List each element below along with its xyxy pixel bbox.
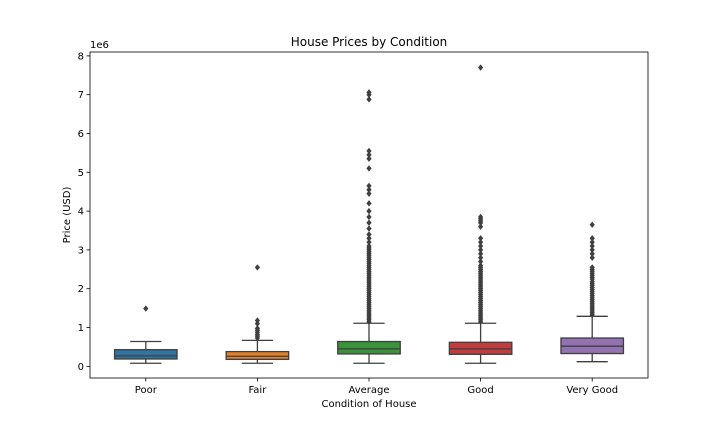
box [225, 350, 290, 361]
y-tick-label: 7 [78, 90, 84, 101]
outlier-point [478, 64, 484, 71]
box-group-very-good [560, 221, 625, 363]
y-tick-label: 5 [78, 168, 84, 179]
x-tick-label: Average [348, 385, 389, 396]
outlier-point [366, 200, 372, 207]
y-tick-label: 0 [78, 362, 84, 373]
outlier-point [366, 89, 372, 96]
outlier-point [589, 238, 595, 246]
outlier-point [366, 213, 372, 221]
outlier-point [366, 190, 372, 197]
y-axis: 0 1 2 3 4 5 6 7 8 [78, 51, 90, 373]
outlier-point [366, 155, 372, 162]
outlier-point [589, 246, 595, 254]
box [337, 340, 401, 355]
y-tick-label: 4 [78, 207, 84, 218]
x-axis-label: Condition of House [321, 399, 416, 410]
outlier-point [589, 242, 595, 250]
outlier-point [366, 238, 372, 246]
x-tick-label: Fair [248, 385, 267, 396]
outlier-point [366, 231, 372, 238]
outlier-point [589, 221, 595, 228]
plot-area [113, 64, 625, 364]
x-axis: Poor Fair Average Good Very Good [135, 378, 618, 396]
outlier-point [366, 242, 372, 250]
outlier-point [478, 235, 484, 242]
outlier-point [366, 225, 372, 232]
box-group-poor [113, 305, 178, 364]
outlier-point [143, 305, 149, 312]
y-tick-label: 1 [78, 323, 84, 334]
outlier-point [478, 223, 484, 230]
outlier-point [366, 147, 372, 155]
outlier-point [366, 219, 372, 226]
outlier-point [478, 254, 484, 261]
outlier-point [366, 235, 372, 242]
outlier-point [478, 258, 484, 265]
y-tick-label: 3 [78, 245, 84, 256]
outlier-point [589, 235, 595, 242]
chart-title: House Prices by Condition [291, 35, 448, 49]
outlier-point [589, 254, 595, 261]
plot-frame [89, 51, 649, 379]
outlier-point [478, 238, 484, 246]
y-axis-label: Price (USD) [62, 187, 73, 244]
box-group-average [337, 89, 401, 364]
outlier-point [478, 250, 484, 258]
outlier-point [254, 264, 260, 271]
box-group-fair [225, 264, 290, 364]
outlier-point [478, 213, 484, 221]
x-tick-label: Very Good [566, 385, 618, 396]
outlier-point [254, 317, 260, 324]
outlier-point [478, 242, 484, 250]
outlier-point [366, 165, 372, 172]
outlier-point [589, 250, 595, 258]
outlier-point [366, 182, 372, 190]
box-group-good [448, 64, 513, 364]
outlier-point [366, 96, 372, 103]
x-tick-label: Good [467, 385, 493, 396]
outlier-point [366, 186, 372, 193]
outlier-point [589, 264, 595, 271]
x-tick-label: Poor [135, 385, 158, 396]
outlier-point [366, 151, 372, 159]
outlier-point [478, 262, 484, 269]
y-offset-label: 1e6 [90, 40, 109, 51]
y-tick-label: 6 [78, 129, 84, 140]
outlier-point [254, 325, 260, 332]
outlier-point [366, 207, 372, 215]
y-tick-label: 2 [78, 284, 84, 295]
outlier-point [478, 246, 484, 254]
box [113, 349, 178, 360]
y-tick-label: 8 [78, 51, 84, 62]
